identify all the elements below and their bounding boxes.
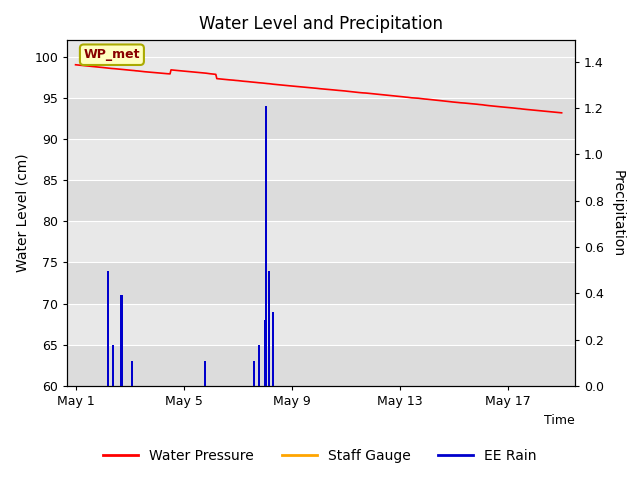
Bar — [67, 139, 575, 180]
Legend: Water Pressure, Staff Gauge, EE Rain: Water Pressure, Staff Gauge, EE Rain — [98, 443, 542, 468]
Bar — [258, 345, 260, 386]
Bar — [253, 361, 255, 386]
Bar — [112, 345, 115, 386]
Bar — [271, 312, 274, 386]
Y-axis label: Water Level (cm): Water Level (cm) — [15, 154, 29, 272]
Bar — [204, 361, 206, 386]
Bar — [67, 263, 575, 304]
Bar — [265, 106, 267, 386]
Bar — [67, 345, 575, 386]
Text: WP_met: WP_met — [84, 48, 140, 61]
Bar — [264, 320, 266, 386]
X-axis label: Time: Time — [545, 414, 575, 427]
Y-axis label: Precipitation: Precipitation — [611, 169, 625, 257]
Title: Water Level and Precipitation: Water Level and Precipitation — [199, 15, 444, 33]
Bar — [67, 304, 575, 345]
Bar — [67, 180, 575, 221]
Bar — [131, 361, 133, 386]
Bar — [67, 98, 575, 139]
Bar — [107, 271, 109, 386]
Bar — [67, 57, 575, 98]
Bar — [120, 295, 122, 386]
Bar — [67, 221, 575, 263]
Bar — [268, 271, 269, 386]
